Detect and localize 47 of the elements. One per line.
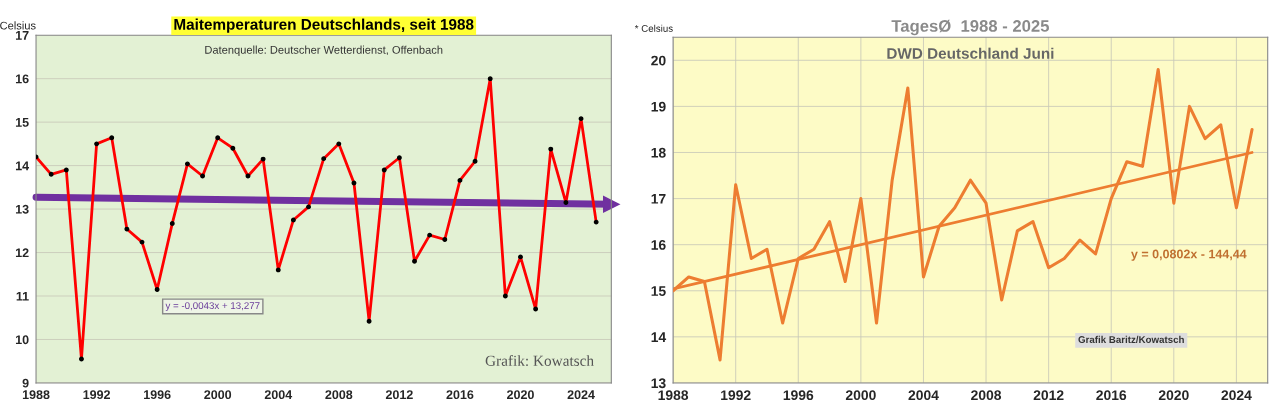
x-tick-label: 2024 [567, 390, 595, 400]
x-tick-label: 2008 [971, 390, 1002, 401]
x-tick-label: 2012 [1033, 390, 1064, 401]
y-tick-label: 20 [651, 55, 666, 66]
y-tick-label: 16 [651, 240, 666, 250]
annotation: y = 0,0802x - 144,44 [1131, 249, 1247, 261]
x-tick-label: 2016 [446, 390, 474, 400]
x-tick-label: 2004 [908, 390, 939, 401]
annotation: y = -0,0043x + 13,277 [165, 302, 260, 311]
y-tick-label: 15 [15, 118, 29, 127]
y-tick-label: 12 [15, 248, 29, 258]
x-tick-label: 2008 [325, 390, 353, 400]
x-tick-label: 1988 [22, 390, 50, 400]
annotation: Grafik: Kowatsch [485, 355, 594, 366]
annotation: Grafik Baritz/Kowatsch [1078, 335, 1184, 344]
y-tick-label: 16 [15, 74, 29, 84]
chart-title: TagesØ 1988 - 2025 [891, 19, 1050, 36]
x-tick-label: 2024 [1221, 390, 1252, 401]
x-tick-label: 1988 [658, 390, 689, 401]
y-tick-label: 17 [15, 31, 29, 40]
y-tick-label: 13 [15, 204, 29, 214]
x-tick-label: 1992 [83, 390, 110, 400]
y-tick-label: 9 [22, 378, 29, 388]
x-tick-label: 2020 [507, 390, 534, 400]
y-tick-label: 10 [15, 335, 29, 345]
y-tick-label: 15 [651, 286, 666, 296]
y-axis-title: Celsius [0, 21, 36, 30]
x-tick-label: 1996 [144, 390, 171, 400]
x-tick-label: 2016 [1096, 390, 1127, 401]
chart-title: Maitemperaturen Deutschlands, seit 1988 [174, 18, 474, 33]
y-tick-label: 11 [16, 291, 29, 301]
x-tick-label: 2020 [1158, 390, 1189, 401]
y-tick-label: 14 [651, 332, 667, 342]
text: Datenquelle: Deutscher Wetterdienst, Offenbach [205, 45, 443, 56]
y-axis-title: * Celsius [634, 24, 673, 32]
x-tick-label: 1992 [721, 390, 751, 401]
text: DWD Deutschland Juni [887, 47, 1054, 59]
x-tick-label: 2000 [204, 390, 232, 400]
x-tick-label: 1996 [783, 390, 814, 401]
y-tick-label: 13 [651, 378, 666, 389]
x-tick-label: 2004 [264, 390, 293, 400]
y-tick-label: 17 [651, 194, 666, 204]
x-tick-label: 2000 [845, 390, 876, 401]
x-tick-label: 2012 [385, 390, 413, 400]
y-tick-label: 14 [15, 161, 30, 171]
y-tick-label: 19 [651, 101, 666, 112]
y-tick-label: 18 [651, 147, 666, 158]
